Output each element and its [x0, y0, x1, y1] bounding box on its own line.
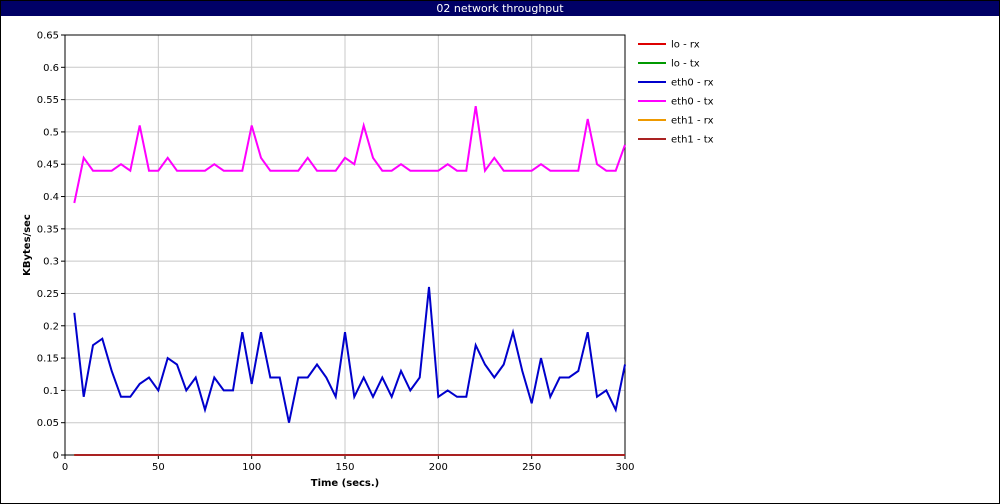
y-tick-label: 0.15: [37, 354, 59, 365]
y-tick-label: 0.4: [43, 192, 59, 203]
y-tick-label: 0: [53, 451, 59, 462]
series-line-eth0-tx: [73, 105, 626, 204]
legend-label: eth0 - rx: [671, 78, 714, 89]
legend: lo - rx lo - tx eth0 - rx eth0 - tx eth1 - r…: [638, 40, 714, 146]
y-tick-label: 0.65: [37, 31, 59, 42]
x-tick-label: 300: [615, 462, 634, 473]
x-tick-label: 150: [335, 462, 354, 473]
legend-label: eth1 - tx: [671, 135, 714, 146]
x-tick-label: 250: [522, 462, 541, 473]
y-tick-label: 0.3: [43, 257, 59, 268]
y-tick-label: 0.5: [43, 127, 59, 138]
x-axis-label: Time (secs.): [311, 478, 380, 489]
y-tick-label: 0.35: [37, 224, 59, 235]
legend-label: eth1 - rx: [671, 116, 714, 127]
y-axis-label: KBytes/sec: [22, 214, 33, 276]
y-tick-label: 0.2: [43, 321, 59, 332]
legend-label: lo - tx: [671, 59, 700, 70]
x-tick-label: 200: [429, 462, 448, 473]
y-tick-label: 0.55: [37, 95, 59, 106]
y-tick-label: 0.45: [37, 160, 59, 171]
y-tick-label: 0.6: [43, 63, 59, 74]
y-tick-label: 0.05: [37, 418, 59, 429]
series-lines: [73, 105, 626, 456]
x-tick-label: 100: [242, 462, 261, 473]
window-title: 02 network throughput: [1, 1, 999, 16]
x-tick-label: 0: [62, 462, 68, 473]
series-line-eth0-rx: [73, 286, 626, 423]
legend-label: lo - rx: [671, 40, 700, 51]
legend-label: eth0 - tx: [671, 97, 714, 108]
y-tick-label: 0.25: [37, 289, 59, 300]
axes: 0 0.05 0.1 0.15 0.2 0.25 0.3 0.35 0.4 0.45 0.5 0.55…: [37, 31, 635, 474]
grid: [64, 34, 626, 456]
x-tick-label: 50: [152, 462, 165, 473]
y-tick-label: 0.1: [43, 386, 59, 397]
